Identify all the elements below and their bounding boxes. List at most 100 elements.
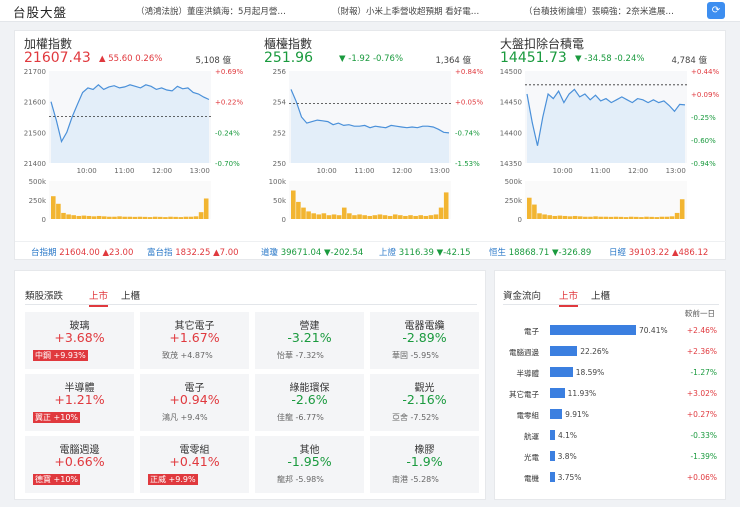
volume-bar: [326, 215, 332, 219]
flow-row[interactable]: 光電 3.8% -1.39%: [495, 449, 727, 463]
sector-tile[interactable]: 玻璃 +3.68% 中鋼 +9.93%: [25, 312, 134, 369]
y-tick-label: 14500: [500, 69, 522, 76]
flow-row[interactable]: 航運 4.1% -0.33%: [495, 428, 727, 442]
sector-tile[interactable]: 綠能環保 -2.6% 佳龍 -6.77%: [255, 374, 364, 431]
news-headline-2[interactable]: （財報）小米上季營收超預期 看好電…: [332, 7, 480, 17]
ticker-item[interactable]: 道瓊 39671.04 ▼-202.54: [261, 246, 363, 258]
sector-tile[interactable]: 電子 +0.94% 鴻凡 +9.4%: [140, 374, 249, 431]
sector-name: 玻璃: [69, 321, 90, 332]
ticker-value: 39671.04: [280, 248, 322, 258]
volume-bar: [76, 215, 82, 219]
flow-bar: [550, 346, 578, 356]
sector-tile[interactable]: 電腦週邊 +0.66% 德寶 +10%: [25, 436, 134, 493]
sector-leader: 德寶 +10%: [33, 474, 81, 485]
ticker-value: 39103.22: [628, 248, 670, 258]
volume-bar: [537, 213, 542, 219]
ticker-name: 恒生: [489, 248, 507, 258]
ticker-item[interactable]: 台指期 21604.00 ▲23.00: [31, 246, 133, 258]
ticker-item[interactable]: 上證 3116.39 ▼-42.15: [379, 246, 471, 258]
index-card-taiex[interactable]: 加權指數 21607.43 ▲ 55.60 0.26% 5,108 億 21700 216…: [15, 31, 247, 231]
pct-tick-label: +0.05%: [455, 99, 483, 107]
volume-bar: [122, 216, 127, 219]
index-change: ▼ -1.92 -0.76%: [339, 54, 403, 64]
sector-tile[interactable]: 其它電子 +1.67% 致茂 +4.87%: [140, 312, 249, 369]
volume-bar: [674, 212, 680, 219]
ticker-item[interactable]: 恒生 18868.71 ▼-326.89: [489, 246, 591, 258]
volume-bar: [623, 217, 629, 219]
volume-bar: [188, 216, 194, 219]
price-area-fill: [291, 89, 449, 163]
news-headline-1[interactable]: （鴻鴻法說）董座洪鎮海：5月起月營…: [136, 7, 286, 17]
ticker-name: 日經: [609, 248, 627, 258]
flow-sector-name: 光電: [524, 453, 539, 462]
divider: [25, 304, 477, 305]
index-card-otc[interactable]: 櫃檯指數 251.96 ▼ -1.92 -0.76% 1,364 億 256 254 252…: [255, 31, 487, 231]
leader-change: -5.98%: [295, 475, 324, 484]
sector-name: 半導體: [64, 383, 95, 394]
pct-tick-label: +0.84%: [455, 69, 483, 76]
volume-bar: [367, 215, 373, 219]
leader-change: -5.28%: [410, 475, 439, 484]
refresh-button[interactable]: ⟳: [707, 2, 725, 19]
volume-bar: [112, 216, 117, 219]
sector-name: 綠能環保: [289, 383, 330, 394]
flow-row[interactable]: 電子 70.41% +2.46%: [495, 323, 727, 337]
flow-row[interactable]: 半導體 18.59% -1.27%: [495, 365, 727, 379]
intraday-chart: 21700 21600 21500 21400 +0.69% +0.22% -0.24% -0…: [24, 69, 244, 224]
volume-bar: [382, 215, 388, 219]
ticker-change: ▲486.12: [671, 248, 709, 258]
y-tick-label: 252: [273, 129, 286, 137]
volume-bar: [352, 215, 357, 219]
sector-tile[interactable]: 電零組 +0.41% 正威 +9.9%: [140, 436, 249, 493]
sector-name: 電零組: [179, 445, 210, 456]
down-arrow-icon: ▼: [339, 54, 349, 64]
volume-bar: [593, 216, 598, 219]
money-flow-panel: 資金流向 上市 上櫃 較前一日 電子 70.41% +2.46% 電腦週邊 22.26%…: [494, 270, 726, 500]
volume-bar: [377, 214, 383, 219]
volume-bar: [81, 215, 87, 219]
volume-tick-label: 250k: [29, 197, 47, 205]
ticker-name: 富台指: [147, 248, 173, 258]
ticker-item[interactable]: 日經 39103.22 ▲486.12: [609, 246, 708, 258]
volume-bar: [96, 215, 102, 219]
volume-bar: [127, 216, 133, 219]
volume-bar: [387, 215, 393, 219]
tab-flow-otc[interactable]: 上櫃: [591, 291, 611, 302]
flow-row[interactable]: 電腦週邊 22.26% +2.36%: [495, 344, 727, 358]
flow-share: 22.26%: [580, 347, 609, 356]
time-label: 13:00: [430, 167, 450, 175]
sector-tile[interactable]: 橡膠 -1.9% 南港 -5.28%: [370, 436, 479, 493]
sector-tile[interactable]: 電器電纜 -2.89% 華固 -5.95%: [370, 312, 479, 369]
sector-leader: 正威 +9.9%: [148, 474, 198, 485]
volume-bar: [291, 190, 296, 219]
ticker-value: 1832.25: [175, 248, 211, 258]
price-line: [526, 88, 686, 146]
index-card-ex-tsmc[interactable]: 大盤扣除台積電 14451.73 ▼ -34.58 -0.24% 4,784 億 145…: [491, 31, 723, 231]
sector-tile[interactable]: 其他 -1.95% 龍邦 -5.98%: [255, 436, 364, 493]
tab-sector-listed[interactable]: 上市: [89, 288, 109, 307]
flow-row[interactable]: 電零組 9.91% +0.27%: [495, 407, 727, 421]
tab-flow-listed[interactable]: 上市: [559, 288, 579, 307]
volume-bar: [173, 216, 178, 219]
sector-leader: 亞舍 -7.52%: [392, 412, 439, 423]
news-headline-3[interactable]: （台積技術論壇）張曉強：2奈米進展…: [524, 7, 674, 17]
tab-sector-otc[interactable]: 上櫃: [121, 291, 141, 302]
flow-change: -1.27%: [690, 368, 717, 377]
ticker-item[interactable]: 富台指 1832.25 ▲7.00: [147, 246, 239, 258]
sector-change: -3.21%: [287, 330, 332, 345]
volume-bar: [547, 215, 552, 219]
sector-change: +3.68%: [54, 330, 105, 345]
sector-leader: 南港 -5.28%: [392, 474, 439, 485]
index-charts-panel: 加權指數 21607.43 ▲ 55.60 0.26% 5,108 億 21700 216…: [14, 30, 727, 260]
sector-tile[interactable]: 半導體 +1.21% 翼正 +10%: [25, 374, 134, 431]
y-tick-label: 14350: [500, 160, 522, 168]
sector-tile[interactable]: 觀光 -2.16% 亞舍 -7.52%: [370, 374, 479, 431]
flow-row[interactable]: 電機 3.75% +0.06%: [495, 470, 727, 484]
sector-tile[interactable]: 營建 -3.21% 怡華 -7.32%: [255, 312, 364, 369]
volume-bar: [158, 216, 163, 219]
flow-bar: [550, 325, 636, 335]
volume-bar: [296, 201, 301, 219]
volume-bar: [608, 216, 614, 219]
flow-row[interactable]: 其它電子 11.93% +3.02%: [495, 386, 727, 400]
volume-tick-label: 0: [518, 216, 522, 224]
